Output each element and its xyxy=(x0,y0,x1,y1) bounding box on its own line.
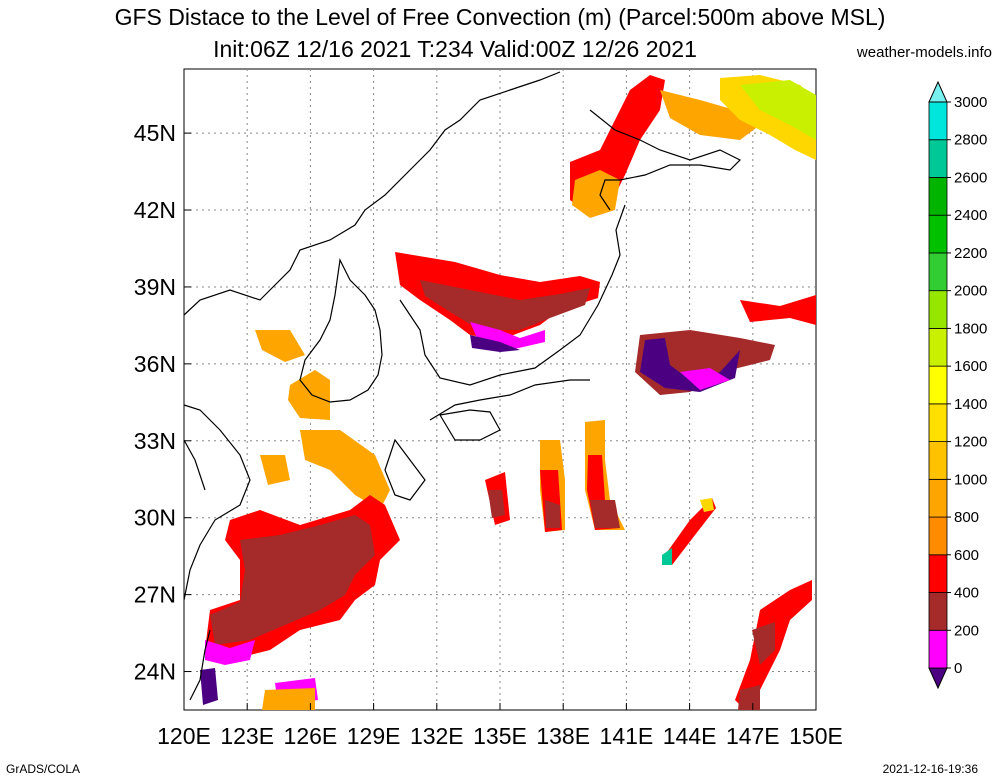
colorbar-label: 3000 xyxy=(954,94,987,111)
lon-tick-label: 144E xyxy=(663,723,717,749)
lon-tick-label: 132E xyxy=(410,723,464,749)
colorbar-label: 1800 xyxy=(954,320,987,337)
colorbar-label: 1000 xyxy=(954,471,987,488)
lon-tick-label: 123E xyxy=(220,723,274,749)
lat-tick-label: 42N xyxy=(134,197,176,223)
site-credit: weather-models.info xyxy=(856,44,992,61)
lon-tick-label: 135E xyxy=(473,723,527,749)
colorbar-label: 200 xyxy=(954,622,979,639)
lon-tick-label: 126E xyxy=(284,723,338,749)
lat-tick-label: 39N xyxy=(134,274,176,300)
colorbar-label: 1600 xyxy=(954,358,987,375)
lat-tick-label: 24N xyxy=(134,659,176,685)
lat-tick-label: 45N xyxy=(134,120,176,146)
lat-tick-label: 30N xyxy=(134,505,176,531)
lat-tick-label: 33N xyxy=(134,428,176,454)
lat-tick-label: 27N xyxy=(134,582,176,608)
lon-tick-label: 150E xyxy=(789,723,843,749)
lon-tick-label: 129E xyxy=(347,723,401,749)
lat-tick-label: 36N xyxy=(134,351,176,377)
colorbar-label: 400 xyxy=(954,585,979,602)
lon-tick-label: 120E xyxy=(157,723,211,749)
map-title: GFS Distace to the Level of Free Convect… xyxy=(114,4,886,30)
lon-tick-label: 141E xyxy=(600,723,654,749)
colorbar-label: 2000 xyxy=(954,283,987,300)
colorbar-label: 2400 xyxy=(954,207,987,224)
lon-tick-label: 147E xyxy=(726,723,780,749)
colorbar-label: 2600 xyxy=(954,169,987,186)
shaded-field xyxy=(200,75,816,710)
timestamp: 2021-12-16-19:36 xyxy=(882,762,978,776)
colorbar-label: 0 xyxy=(954,660,962,677)
coastlines xyxy=(183,71,742,701)
colorbar-label: 1200 xyxy=(954,434,987,451)
map-subtitle: Init:06Z 12/16 2021 T:234 Valid:00Z 12/2… xyxy=(213,36,697,62)
colorbar-label: 2200 xyxy=(954,245,987,262)
colorbar-label: 2800 xyxy=(954,132,987,149)
lon-tick-label: 138E xyxy=(536,723,590,749)
colorbar-label: 800 xyxy=(954,509,979,526)
colorbar-max-arrow xyxy=(928,80,948,103)
colorbar-label: 600 xyxy=(954,547,979,564)
colorbar-label: 1400 xyxy=(954,396,987,413)
software-credit: GrADS/COLA xyxy=(6,762,81,776)
